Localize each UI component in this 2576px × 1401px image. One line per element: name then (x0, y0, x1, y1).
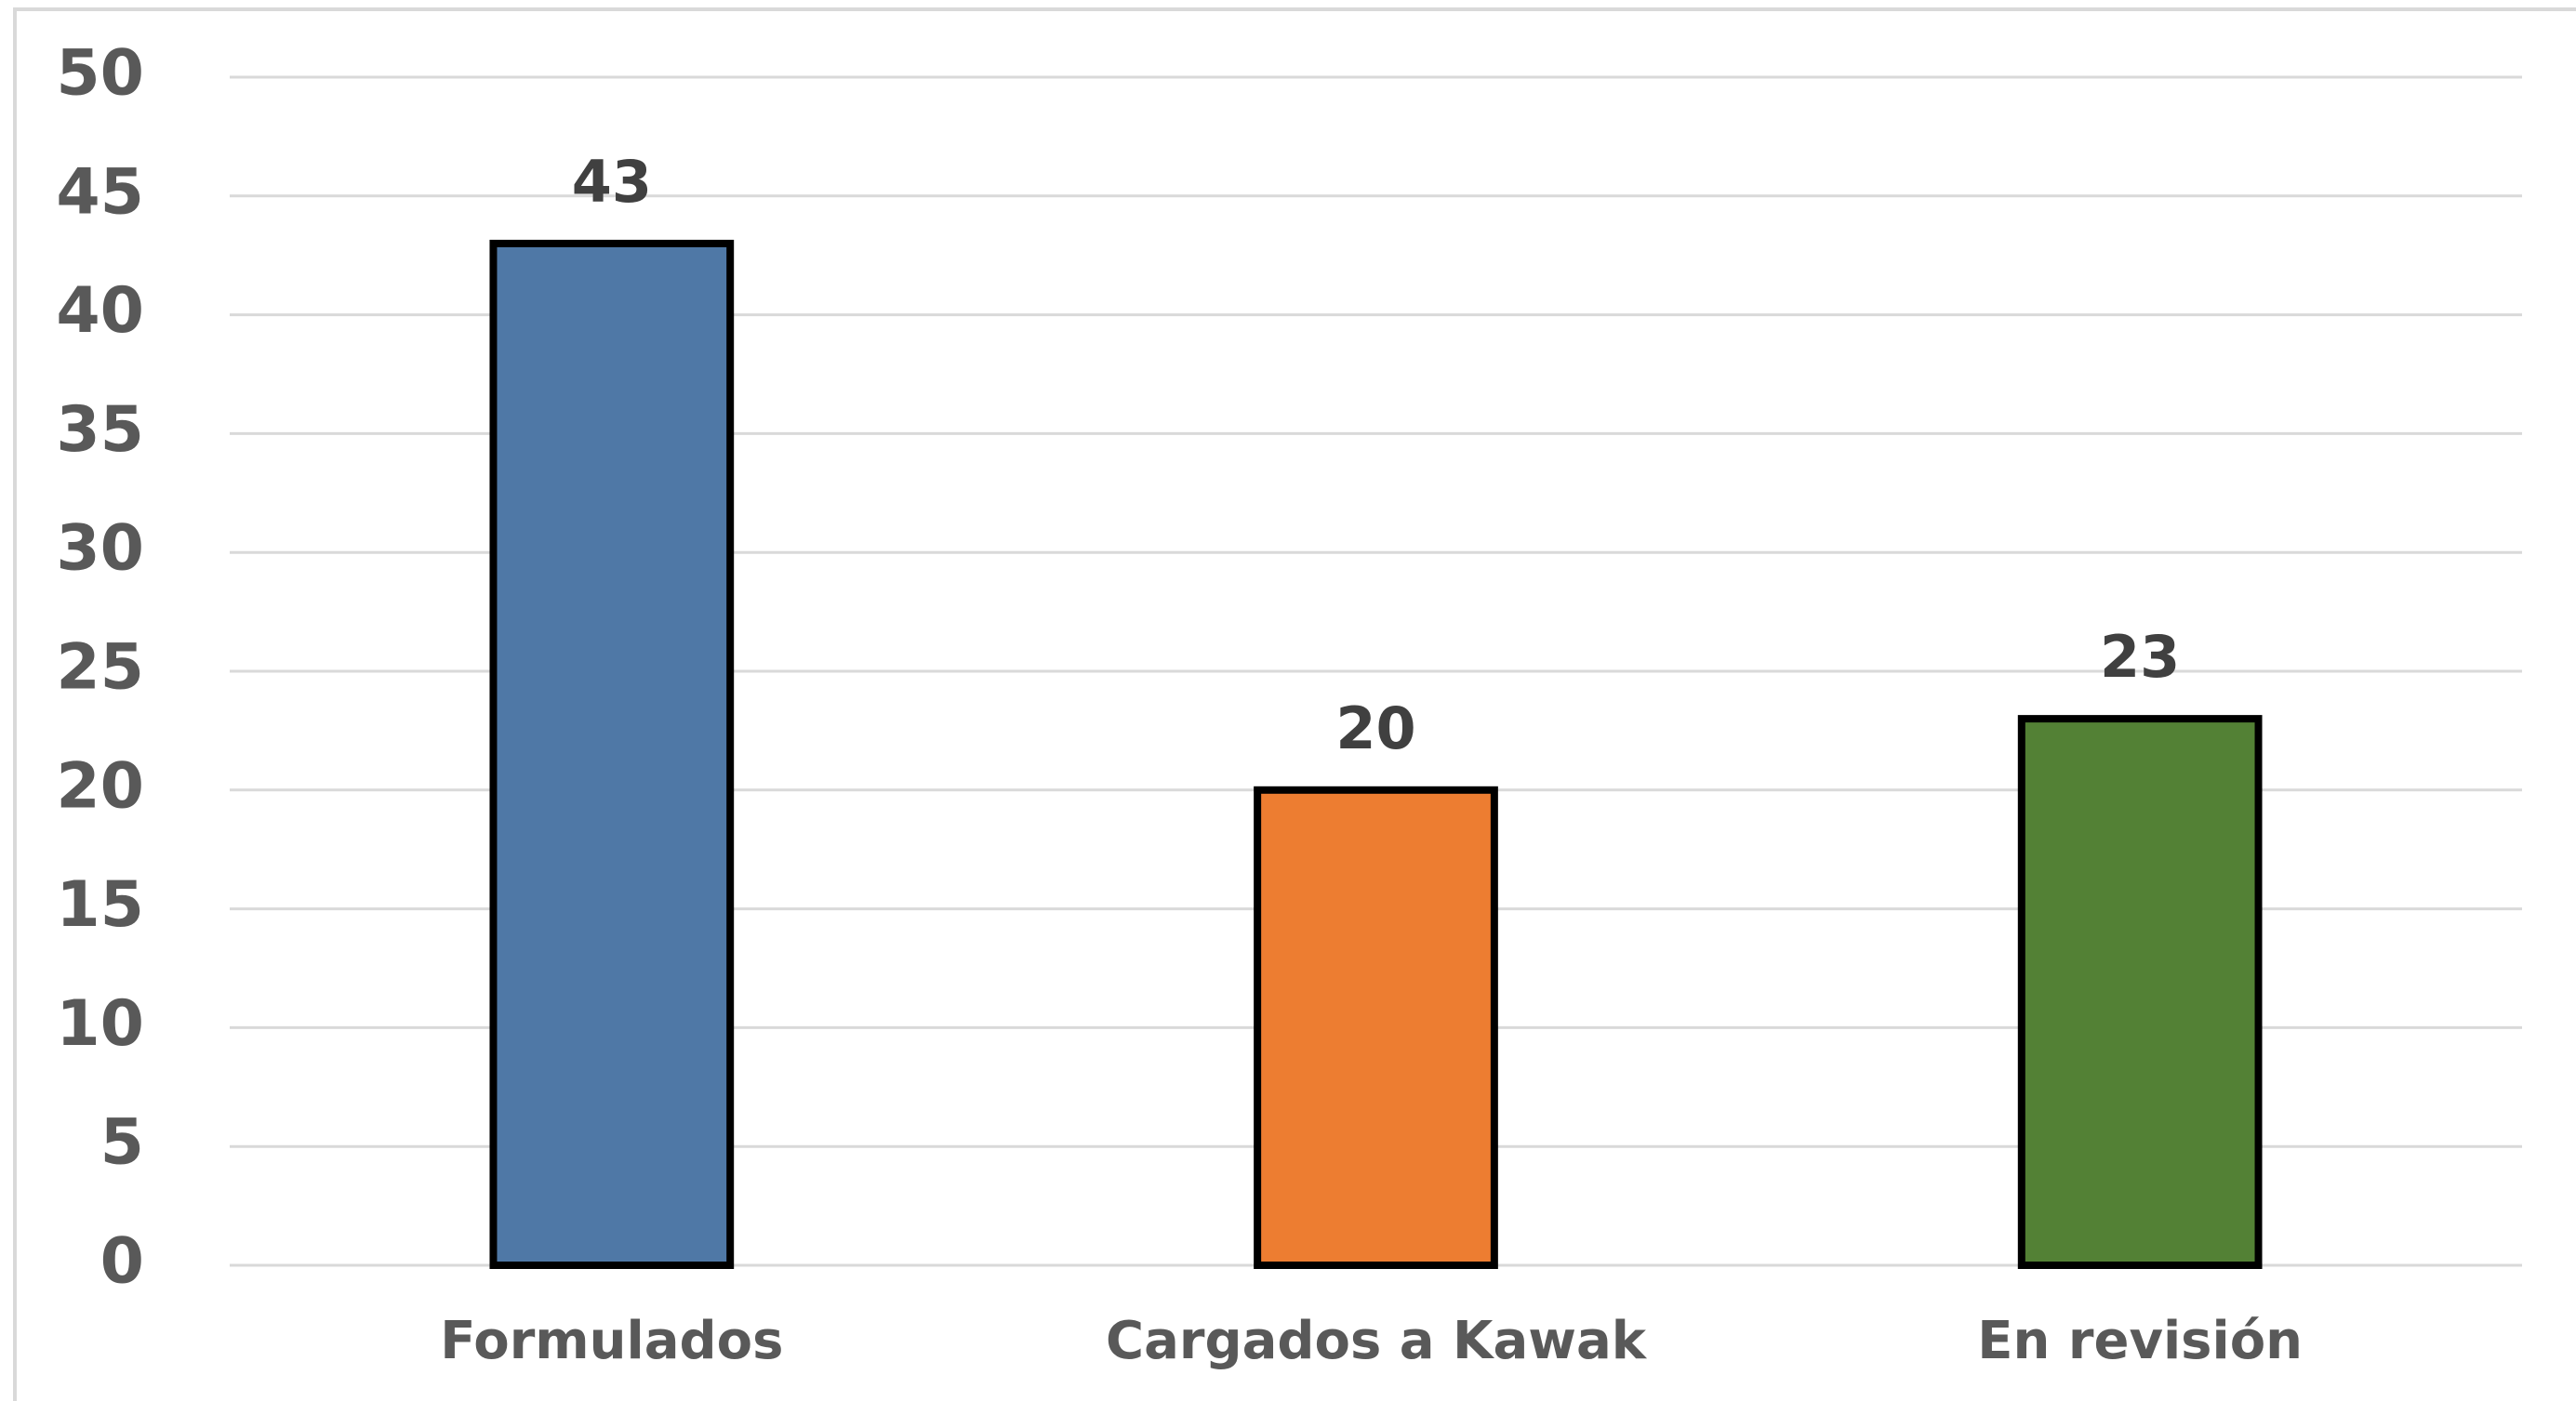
y-tick-label: 25 (56, 631, 144, 705)
x-tick-label: Cargados a Kawak (1106, 1311, 1648, 1371)
y-tick-label: 15 (56, 868, 144, 942)
y-tick-label: 0 (100, 1225, 144, 1299)
y-tick-label: 45 (56, 155, 144, 229)
y-tick-label: 10 (56, 987, 144, 1061)
data-label: 23 (2100, 623, 2180, 691)
y-tick-label: 30 (56, 512, 144, 586)
y-tick-label: 50 (56, 37, 144, 111)
x-tick-label: En revisión (1977, 1311, 2303, 1371)
x-tick-label: Formulados (440, 1311, 783, 1371)
data-label: 43 (572, 148, 652, 216)
y-tick-label: 5 (100, 1106, 144, 1180)
data-label: 20 (1335, 694, 1415, 762)
y-tick-label: 40 (56, 274, 144, 348)
bar (1254, 786, 1498, 1269)
y-tick-label: 35 (56, 393, 144, 467)
bar (2017, 715, 2263, 1269)
bar (489, 239, 735, 1269)
y-tick-label: 20 (56, 749, 144, 823)
chart-frame (13, 7, 2576, 1401)
